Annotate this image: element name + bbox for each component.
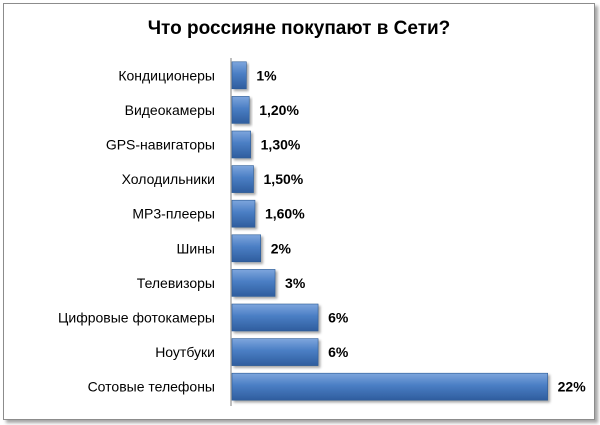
data-label: 3% bbox=[285, 275, 306, 291]
category-label: Телевизоры bbox=[137, 275, 215, 291]
category-label: Сотовые телефоны bbox=[88, 379, 215, 395]
category-label: Видеокамеры bbox=[125, 102, 215, 118]
data-label: 6% bbox=[328, 310, 349, 326]
bar-0 bbox=[231, 61, 247, 90]
category-label: Кондиционеры bbox=[118, 67, 215, 83]
bar-9 bbox=[231, 372, 548, 401]
data-label: 1% bbox=[256, 67, 277, 83]
bar-7 bbox=[231, 303, 319, 332]
data-label: 2% bbox=[271, 240, 292, 256]
chart-frame: Что россияне покупают в Сети? Кондиционе… bbox=[3, 3, 595, 420]
data-label: 1,50% bbox=[264, 171, 304, 187]
bar-2 bbox=[231, 130, 251, 159]
bar-6 bbox=[231, 269, 276, 297]
category-label: Шины bbox=[177, 240, 215, 256]
data-label: 6% bbox=[328, 344, 349, 360]
chart-title: Что россияне покупают в Сети? bbox=[147, 18, 451, 39]
bar-8 bbox=[231, 338, 319, 366]
category-label: GPS-навигаторы bbox=[106, 137, 215, 153]
data-label: 1,30% bbox=[261, 137, 301, 153]
data-label: 1,60% bbox=[265, 206, 305, 222]
bar-chart: Кондиционеры 1% Видеокамеры 1,20% GPS-навига… bbox=[58, 58, 586, 406]
category-label: Цифровые фотокамеры bbox=[58, 310, 215, 326]
data-label: 1,20% bbox=[259, 102, 299, 118]
bars-layer bbox=[231, 61, 548, 401]
category-label: MP3-плееры bbox=[132, 206, 215, 222]
bar-1 bbox=[231, 96, 250, 124]
labels-layer: Кондиционеры 1% Видеокамеры 1,20% GPS-навига… bbox=[58, 67, 586, 394]
bar-4 bbox=[231, 199, 256, 228]
bar-5 bbox=[231, 234, 261, 263]
category-label: Ноутбуки bbox=[155, 344, 215, 360]
bar-3 bbox=[231, 165, 254, 193]
category-label: Холодильники bbox=[122, 171, 215, 187]
data-label: 22% bbox=[558, 379, 587, 395]
